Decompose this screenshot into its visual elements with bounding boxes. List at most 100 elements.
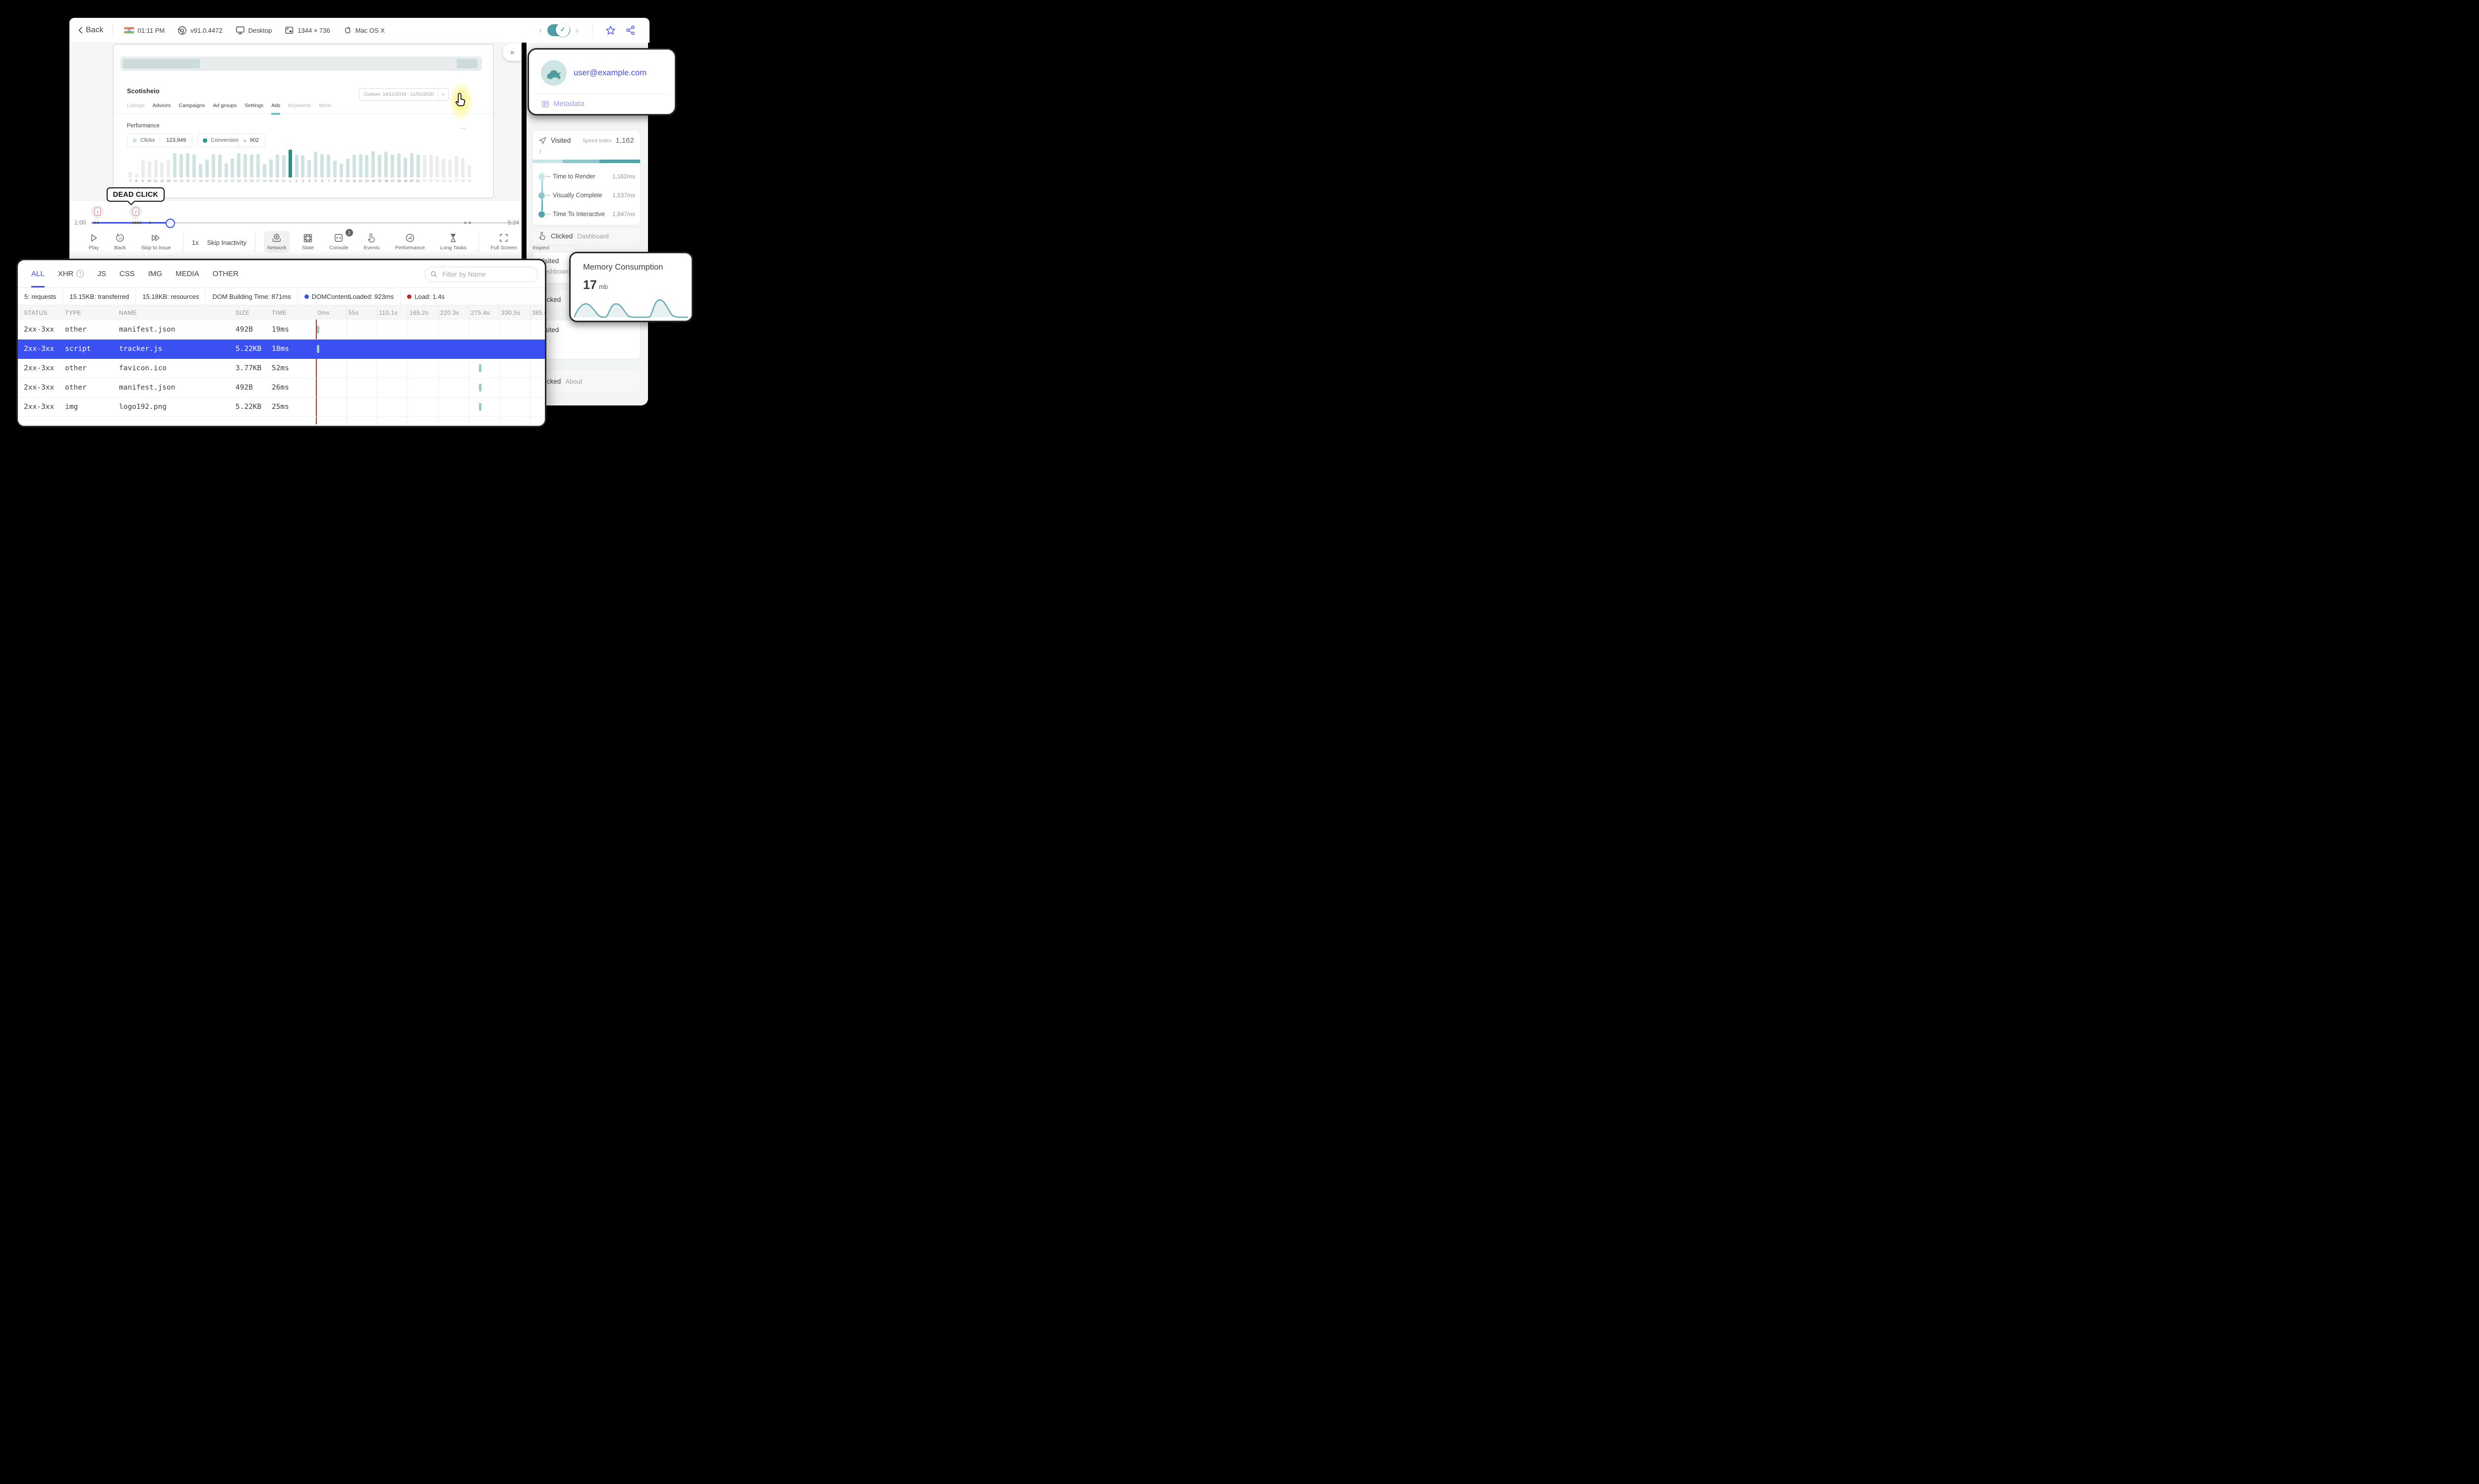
network-request-row[interactable]: 2xx-3xx img logo192.png 5.22KB 25ms	[18, 398, 545, 417]
network-tab[interactable]: ALL	[31, 260, 45, 287]
column-status[interactable]: STATUS	[24, 309, 48, 316]
filter-input[interactable]	[441, 270, 523, 279]
autoplay-toggle[interactable]: ✓	[547, 23, 570, 37]
back-button[interactable]: Back	[78, 26, 104, 35]
section-more-icon[interactable]: ⋯	[460, 125, 466, 132]
svg-text:10: 10	[118, 237, 122, 240]
waterfall-origin-line	[316, 320, 317, 424]
network-tab-label: ALL	[31, 270, 45, 278]
share-button[interactable]	[621, 25, 641, 35]
skip-inactivity-button[interactable]: Skip Inactivity	[207, 238, 247, 246]
full-screen-button[interactable]: Full Screen	[487, 231, 521, 253]
load-time: Load: 1.4s	[401, 288, 451, 305]
column-name[interactable]: NAME	[119, 309, 137, 316]
add-metric-button[interactable]: +	[238, 133, 252, 147]
event-dot[interactable]	[469, 222, 471, 224]
collapse-panel-button[interactable]: »	[503, 43, 522, 61]
metric-chip[interactable]: Conversion 902	[197, 133, 266, 147]
state-panel-button[interactable]: State	[298, 231, 318, 253]
network-panel: ALL XHR ? JS CSS	[16, 259, 546, 427]
timing-dot-icon	[538, 192, 545, 199]
metadata-icon	[542, 101, 549, 107]
memory-sparkline-chart	[574, 296, 688, 319]
visited-speed-card[interactable]: Visited Speed Index 1,162 / Time to Rend…	[532, 130, 641, 226]
performance-panel-button[interactable]: Performance	[392, 231, 428, 253]
event-clicked-about[interactable]: Clicked About	[532, 369, 641, 394]
console-badge: 3	[345, 229, 353, 236]
page-tab[interactable]: More	[319, 103, 331, 109]
network-tab[interactable]: OTHER	[213, 260, 239, 287]
timing-connector	[541, 172, 543, 211]
event-dot[interactable]	[97, 222, 99, 224]
help-icon[interactable]: ?	[76, 270, 84, 278]
chart-bar: 19	[402, 150, 409, 183]
playhead[interactable]	[166, 219, 175, 228]
user-email[interactable]: user@example.com	[574, 68, 647, 77]
network-request-row[interactable]: 2xx-3xx other manifest.json 492B 19ms	[18, 320, 545, 340]
event-dot[interactable]	[132, 222, 134, 224]
event-dot[interactable]	[137, 222, 139, 224]
request-name: manifest.json	[119, 384, 176, 392]
page-tab[interactable]: Settings	[244, 103, 264, 109]
timeline-track[interactable]	[92, 222, 519, 224]
request-size: 5.22KB	[236, 403, 262, 411]
network-tab[interactable]: JS	[97, 260, 106, 287]
waterfall-column-label: 165.2s	[410, 309, 429, 316]
chart-bar: 6	[319, 150, 325, 183]
page-tab[interactable]: Keywords	[288, 103, 311, 109]
event-dot[interactable]	[149, 222, 151, 224]
event-dot[interactable]	[464, 222, 467, 224]
network-tab[interactable]: IMG	[148, 260, 162, 287]
event-dot[interactable]	[134, 222, 137, 224]
timing-dot-icon	[538, 173, 545, 180]
chart-bar: 12	[357, 150, 364, 183]
date-range-select[interactable]: Custom: 14/12/2019 - 21/01/2020 ∨	[358, 88, 449, 101]
waterfall-column-label: 330.5s	[501, 309, 521, 316]
skip-to-issue-button[interactable]: Skip to Issue	[138, 231, 175, 253]
column-type[interactable]: TYPE	[65, 309, 81, 316]
event-visited[interactable]: Visited	[532, 320, 641, 359]
back-10-icon: 10	[116, 233, 124, 242]
next-session-button[interactable]: ›	[575, 24, 579, 36]
page-tab[interactable]: Campaigns	[178, 103, 205, 109]
play-button[interactable]: Play	[85, 231, 102, 253]
prev-session-button[interactable]: ‹	[538, 24, 542, 36]
player-controls: Play 10 Back Skip to Issue 1x Skip Inact…	[85, 229, 553, 254]
chart-bar: 17	[389, 150, 396, 183]
chart-bar: 21	[217, 150, 223, 183]
pointer-cursor-icon	[455, 92, 467, 107]
long-tasks-panel-button[interactable]: Long Tasks	[437, 231, 470, 253]
event-clicked-dashboard[interactable]: Clicked Dashboard	[532, 227, 641, 245]
chart-bar: 13	[364, 150, 370, 183]
page-tab[interactable]: Listings	[127, 103, 145, 109]
network-tab[interactable]: MEDIA	[176, 260, 199, 287]
column-time[interactable]: TIME	[272, 309, 287, 316]
network-tab[interactable]: CSS	[119, 260, 135, 287]
chart-bar: 3	[299, 150, 306, 183]
favorite-button[interactable]	[600, 25, 621, 35]
event-dot[interactable]	[94, 222, 96, 224]
page-tab[interactable]: Ad groups	[213, 103, 237, 109]
chart-bar: 31	[281, 150, 287, 183]
chart-bar: 18	[396, 150, 402, 183]
toggle-knob: ✓	[556, 23, 570, 37]
timing-value: 1,162ms	[612, 173, 635, 180]
page-tab[interactable]: Ads	[271, 103, 281, 114]
column-size[interactable]: SIZE	[236, 309, 250, 316]
metadata-button[interactable]: Metadata	[541, 100, 585, 108]
page-tab[interactable]: Advices	[152, 103, 171, 109]
network-request-row[interactable]: 2xx-3xx other manifest.json 492B 26ms	[18, 378, 545, 398]
network-panel-button[interactable]: Network	[264, 231, 290, 253]
playback-speed-button[interactable]: 1x	[191, 238, 199, 246]
network-tab[interactable]: XHR ?	[58, 260, 84, 287]
chart-bar: 8	[133, 150, 140, 183]
console-panel-button[interactable]: 3 Console	[326, 229, 353, 253]
network-request-row[interactable]: 2xx-3xx other favicon.ico 3.77KB 52ms	[18, 359, 545, 378]
event-dot[interactable]	[139, 222, 142, 224]
network-request-row[interactable]: 2xx-3xx script tracker.js 5.22KB 18ms	[18, 340, 545, 359]
back-10s-button[interactable]: 10 Back	[111, 231, 129, 253]
metric-chip[interactable]: Clicks 123,949	[127, 133, 193, 147]
request-status: 2xx-3xx	[24, 403, 55, 411]
events-panel-button[interactable]: Events	[360, 231, 383, 253]
chart-bar: 26	[447, 150, 453, 183]
